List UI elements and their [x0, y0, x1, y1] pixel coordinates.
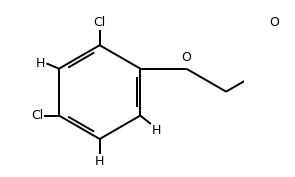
Text: H: H: [95, 155, 104, 168]
Text: Cl: Cl: [31, 109, 43, 122]
Text: Cl: Cl: [94, 16, 106, 29]
Text: O: O: [181, 51, 191, 64]
Text: O: O: [269, 16, 279, 29]
Text: H: H: [36, 57, 45, 70]
Text: H: H: [152, 124, 161, 137]
